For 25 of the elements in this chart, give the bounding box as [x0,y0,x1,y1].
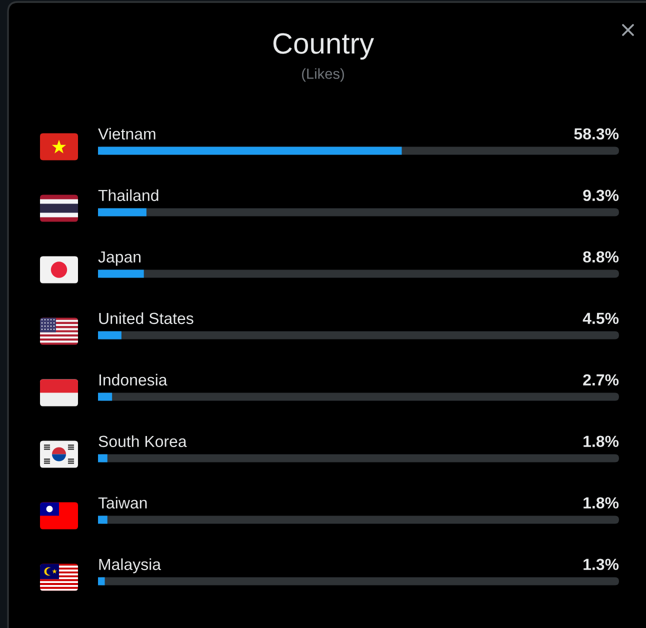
bar [98,208,146,216]
y-tick-label: Malaysia [99,558,162,574]
y-tick-label: Taiwan [98,496,147,509]
data-label: 1.8% [584,497,619,509]
chart-subtitle: (Likes) [302,68,344,82]
y-tick-label: Thailand [98,189,158,202]
y-tick-label: Japan [98,251,140,266]
data-label: 1.3% [584,558,619,570]
data-label: 58.3% [574,128,619,140]
data-label: 9.3% [583,190,619,202]
y-tick-label: South Korea [98,435,187,448]
data-label: 8.8% [583,251,619,263]
chart-title: Country [273,33,374,60]
bar [98,454,108,462]
bar [98,577,105,586]
bar [98,392,112,401]
y-tick-label: Indonesia [99,374,168,386]
bar [98,270,144,278]
data-label: 2.7% [583,374,619,386]
bar [98,516,108,524]
y-tick-label: Vietnam [98,128,156,140]
y-tick-label: United States [99,312,194,324]
bar [98,331,122,340]
data-label: 4.5% [582,312,619,324]
data-label: 1.8% [584,436,619,448]
